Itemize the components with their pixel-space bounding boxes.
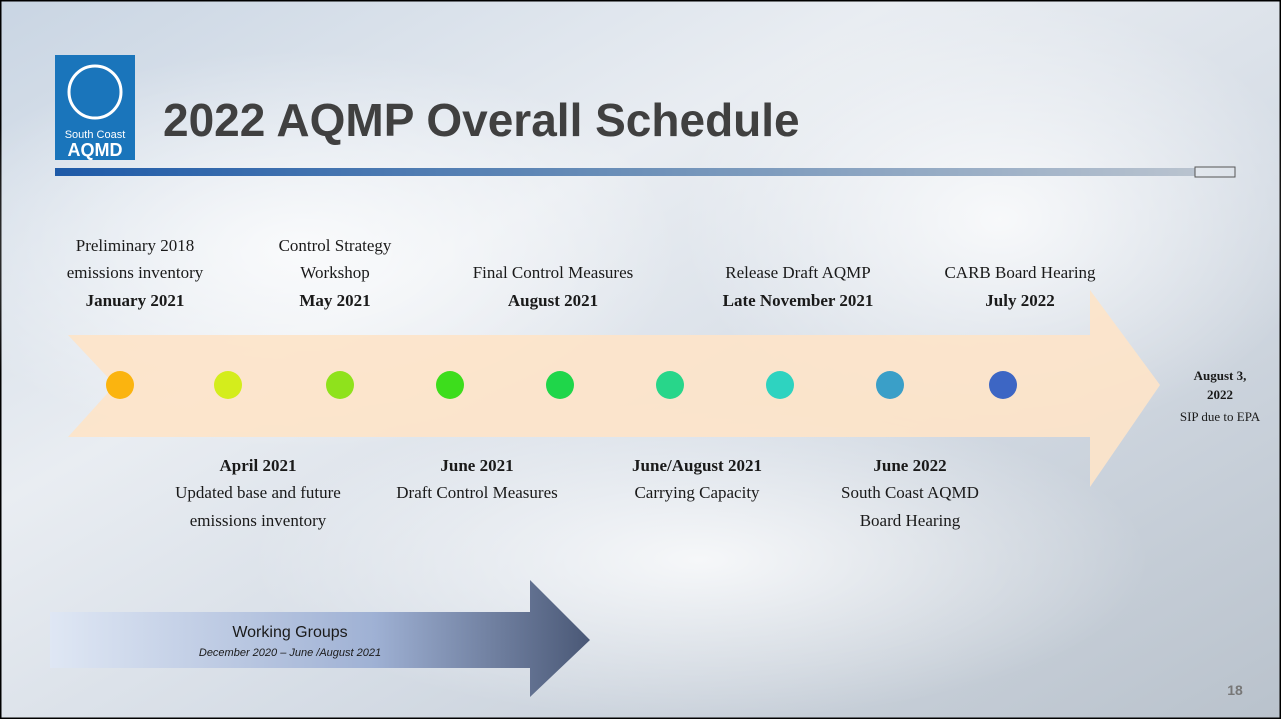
dot <box>326 371 354 399</box>
milestone-text: Draft Control Measures <box>396 483 557 502</box>
dot <box>436 371 464 399</box>
milestone-text: Preliminary 2018 <box>76 236 195 255</box>
dot <box>989 371 1017 399</box>
milestone-date: June/August 2021 <box>632 456 762 475</box>
milestone-text: Workshop <box>300 263 369 282</box>
deadline-text: SIP due to EPA <box>1180 409 1261 424</box>
milestone-date: August 2021 <box>508 291 598 310</box>
deadline-date: August 3, <box>1194 368 1247 383</box>
milestone-date: July 2022 <box>985 291 1054 310</box>
title: 2022 AQMP Overall Schedule <box>163 94 800 146</box>
milestone-date: January 2021 <box>86 291 185 310</box>
milestone-date: April 2021 <box>220 456 297 475</box>
milestone-date: June 2022 <box>873 456 946 475</box>
milestone-date: May 2021 <box>299 291 370 310</box>
working-groups-period: December 2020 – June /August 2021 <box>199 647 381 659</box>
milestone-text: South Coast AQMD <box>841 483 979 502</box>
dot <box>106 371 134 399</box>
milestone-text: Release Draft AQMP <box>725 263 870 282</box>
milestone-text: emissions inventory <box>67 263 204 282</box>
dot <box>656 371 684 399</box>
working-groups-title: Working Groups <box>232 624 347 641</box>
dot <box>214 371 242 399</box>
milestone-date: June 2021 <box>440 456 513 475</box>
logo-text: AQMD <box>68 140 123 160</box>
milestone-text: Final Control Measures <box>473 263 634 282</box>
slide: South Coast AQMD 2022 AQMP Overall Sched… <box>0 0 1281 719</box>
dot <box>766 371 794 399</box>
milestone-text: Control Strategy <box>279 236 392 255</box>
milestone-date: Late November 2021 <box>723 291 874 310</box>
milestone-text: emissions inventory <box>190 511 327 530</box>
page: {"header": {"title": "2022 AQMP Overall … <box>0 0 1281 719</box>
dot <box>876 371 904 399</box>
milestone-text: CARB Board Hearing <box>944 263 1096 282</box>
header-bar <box>55 168 1195 176</box>
page-number: 18 <box>1227 682 1243 698</box>
milestone-text: Carrying Capacity <box>634 483 760 502</box>
milestone-text: Updated base and future <box>175 483 341 502</box>
cloud <box>250 400 1150 719</box>
deadline-date: 2022 <box>1207 387 1233 402</box>
dot <box>546 371 574 399</box>
milestone-text: Board Hearing <box>860 511 961 530</box>
